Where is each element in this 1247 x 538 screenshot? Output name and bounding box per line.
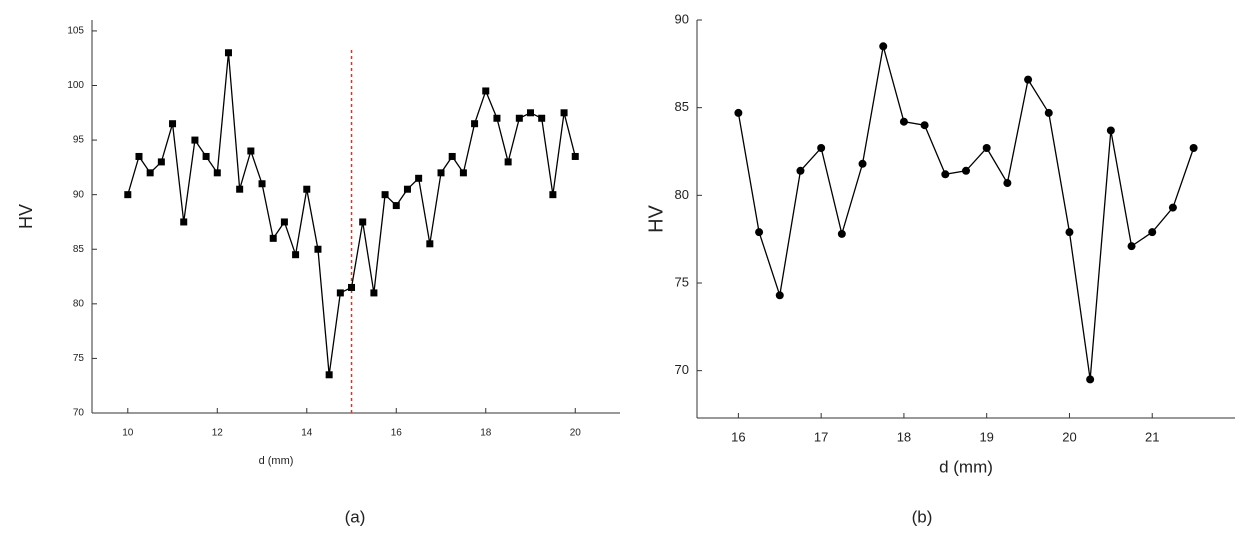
point	[982, 143, 991, 152]
point	[920, 121, 929, 130]
point	[515, 114, 523, 122]
y-axis-label: HV	[645, 204, 667, 232]
y-tick-label: 70	[73, 408, 85, 419]
y-tick-label: 90	[675, 11, 689, 26]
point	[1065, 228, 1074, 237]
point	[348, 283, 356, 291]
point	[962, 166, 970, 175]
point	[213, 169, 221, 177]
point	[359, 218, 367, 226]
x-tick-label: 20	[570, 428, 582, 439]
point	[381, 191, 389, 199]
point	[549, 191, 557, 199]
point	[941, 170, 950, 179]
point	[1044, 108, 1053, 117]
x-axis-label: d (mm)	[939, 457, 993, 476]
y-tick-label: 75	[73, 353, 85, 364]
y-tick-label: 95	[73, 135, 85, 146]
point	[734, 108, 743, 117]
point	[336, 289, 344, 297]
point	[437, 169, 445, 177]
point	[796, 166, 805, 175]
point	[325, 371, 333, 379]
y-tick-label: 75	[675, 274, 689, 289]
x-tick-label: 18	[480, 428, 492, 439]
point	[236, 185, 244, 193]
point	[1189, 143, 1198, 152]
point	[560, 109, 568, 117]
x-tick-label: 21	[1145, 429, 1159, 444]
x-tick-label: 20	[1062, 429, 1076, 444]
point	[135, 152, 143, 160]
point	[157, 158, 165, 166]
caption: (b)	[912, 507, 933, 526]
point	[571, 152, 579, 160]
x-tick-label: 16	[731, 429, 745, 444]
caption: (a)	[345, 507, 366, 526]
point	[1106, 126, 1115, 135]
line	[737, 46, 1195, 380]
y-tick-label: 85	[675, 99, 689, 114]
point	[493, 114, 501, 122]
y-tick-label: 85	[73, 244, 85, 255]
point	[527, 109, 535, 117]
point	[459, 169, 467, 177]
x-tick-label: 17	[814, 429, 828, 444]
point	[303, 185, 311, 193]
point	[247, 147, 255, 155]
point	[180, 218, 188, 226]
point	[224, 49, 232, 57]
point	[314, 245, 322, 253]
point	[292, 251, 300, 259]
point	[191, 136, 199, 144]
x-tick-label: 14	[301, 428, 313, 439]
point	[403, 185, 411, 193]
point	[1003, 179, 1012, 188]
y-axis-label: HV	[16, 204, 36, 229]
point	[879, 42, 888, 51]
point	[202, 152, 210, 160]
x-tick-label: 16	[391, 428, 403, 439]
point	[146, 169, 154, 177]
y-tick-label: 100	[67, 80, 84, 91]
point	[899, 117, 908, 126]
y-tick-label: 90	[73, 189, 85, 200]
point	[280, 218, 288, 226]
point	[1168, 203, 1177, 212]
point	[837, 229, 846, 238]
y-tick-label: 80	[675, 187, 689, 202]
x-tick-label: 18	[897, 429, 911, 444]
x-tick-label: 12	[212, 428, 224, 439]
point	[538, 114, 546, 122]
point	[426, 240, 434, 248]
y-tick-label: 105	[67, 26, 84, 37]
point	[775, 291, 784, 300]
x-axis-label: d (mm)	[259, 455, 294, 467]
point	[169, 120, 177, 128]
point	[1024, 75, 1033, 84]
point	[1127, 242, 1136, 251]
point	[1148, 228, 1157, 237]
point	[482, 87, 490, 95]
point	[755, 228, 764, 237]
point	[124, 191, 132, 199]
y-tick-label: 80	[73, 298, 85, 309]
point	[448, 152, 456, 160]
point	[1086, 375, 1095, 384]
point	[817, 143, 826, 152]
point	[415, 174, 423, 182]
point	[258, 180, 266, 188]
point	[504, 158, 512, 166]
y-tick-label: 70	[675, 362, 689, 377]
x-tick-label: 10	[122, 428, 134, 439]
point	[471, 120, 479, 128]
point	[370, 289, 378, 297]
point	[858, 159, 867, 168]
point	[269, 234, 277, 242]
point	[392, 202, 400, 210]
x-tick-label: 19	[979, 429, 993, 444]
